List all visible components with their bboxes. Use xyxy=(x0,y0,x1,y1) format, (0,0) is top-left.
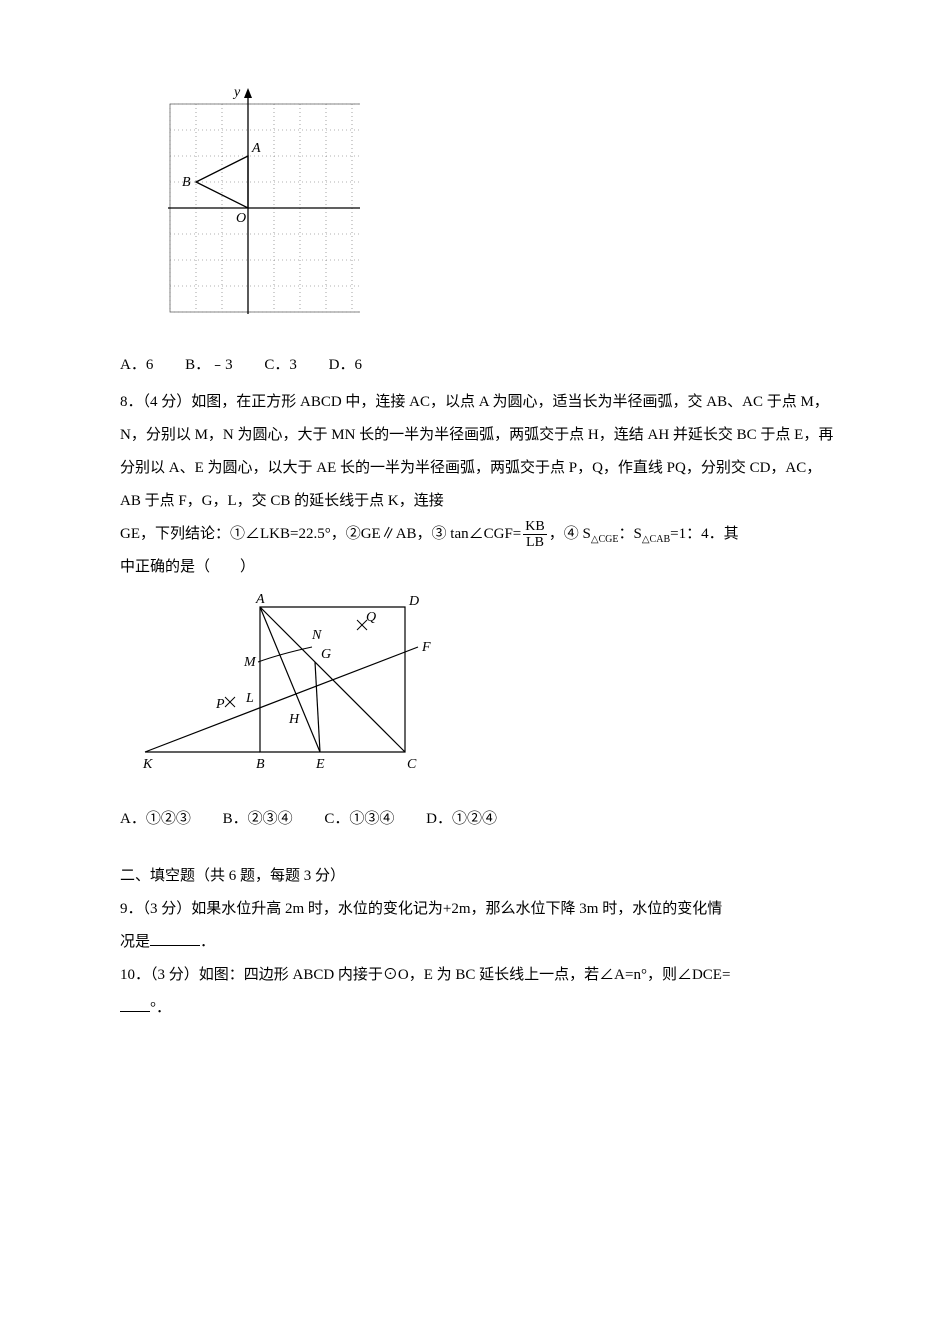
q8-opt-a: A．①②③ xyxy=(120,803,191,836)
q7-options: A．6 B．﹣3 C．3 D．6 xyxy=(120,349,840,382)
q8-conclusions: GE，下列结论：①∠LKB=22.5°，②GE∥AB，③ tan∠CGF=KBL… xyxy=(120,518,840,551)
spacer xyxy=(120,840,840,860)
svg-text:M: M xyxy=(243,655,257,670)
q7-opt-b: B．﹣3 xyxy=(185,349,233,382)
q8-sub2: △CAB xyxy=(642,534,670,545)
q8-sub1: △CGE xyxy=(591,534,619,545)
svg-text:B: B xyxy=(182,175,191,190)
q8-text-a: GE，下列结论：①∠LKB=22.5°，②GE∥AB，③ tan∠CGF= xyxy=(120,526,521,542)
svg-text:F: F xyxy=(421,640,431,655)
q8-frac-den: LB xyxy=(523,535,546,550)
svg-text:Q: Q xyxy=(366,610,376,625)
svg-text:y: y xyxy=(232,85,241,100)
q7-opt-a: A．6 xyxy=(120,349,153,382)
svg-text:G: G xyxy=(321,647,331,662)
svg-text:B: B xyxy=(256,757,265,772)
q8-frac-num: KB xyxy=(523,519,546,535)
svg-text:N: N xyxy=(311,628,322,643)
svg-text:L: L xyxy=(245,691,254,706)
q8-tail: 中正确的是（ ） xyxy=(120,551,840,584)
q10-line1: 10．（3 分）如图：四边形 ABCD 内接于⊙O，E 为 BC 延长线上一点，… xyxy=(120,959,840,992)
svg-text:H: H xyxy=(288,712,300,727)
q9-line1: 9．（3 分）如果水位升高 2m 时，水位的变化记为+2m，那么水位下降 3m … xyxy=(120,893,840,926)
q8-opt-c: C．①③④ xyxy=(324,803,394,836)
q7-opt-d: D．6 xyxy=(329,349,362,382)
grid-svg: OABxy xyxy=(140,68,360,328)
q7-opt-c: C．3 xyxy=(264,349,297,382)
svg-text:D: D xyxy=(408,594,419,609)
q10-line2: °． xyxy=(120,992,840,1025)
svg-text:K: K xyxy=(142,757,153,772)
q8-intro: 8．（4 分）如图，在正方形 ABCD 中，连接 AC，以点 A 为圆心，适当长… xyxy=(120,386,840,518)
svg-text:P: P xyxy=(215,697,225,712)
q9-blank xyxy=(150,930,200,946)
svg-text:O: O xyxy=(236,211,246,226)
svg-text:E: E xyxy=(315,757,325,772)
q8-svg: A B C D E F G H K L M N P Q xyxy=(140,592,440,782)
svg-text:C: C xyxy=(407,757,417,772)
q10-blank xyxy=(120,996,150,1012)
q7-grid-figure: OABxy xyxy=(140,68,840,341)
q8-text-d: =1：4．其 xyxy=(670,526,738,542)
svg-text:A: A xyxy=(251,141,261,156)
q8-opt-d: D．①②④ xyxy=(426,803,497,836)
q8-text-c: ：S xyxy=(619,526,642,542)
q9-text-c: ． xyxy=(200,934,215,950)
q10-text-b: °． xyxy=(150,1000,171,1016)
q8-figure: A B C D E F G H K L M N P Q xyxy=(140,592,840,795)
q9-line2: 况是 ． xyxy=(120,926,840,959)
section2-heading: 二、填空题（共 6 题，每题 3 分） xyxy=(120,860,840,893)
q8-opt-b: B．②③④ xyxy=(223,803,293,836)
svg-text:A: A xyxy=(255,592,265,607)
q8-frac: KBLB xyxy=(523,519,546,551)
q8-text-b: ，④ S xyxy=(549,526,591,542)
q8-options: A．①②③ B．②③④ C．①③④ D．①②④ xyxy=(120,803,840,836)
q9-text-b: 况是 xyxy=(120,934,150,950)
